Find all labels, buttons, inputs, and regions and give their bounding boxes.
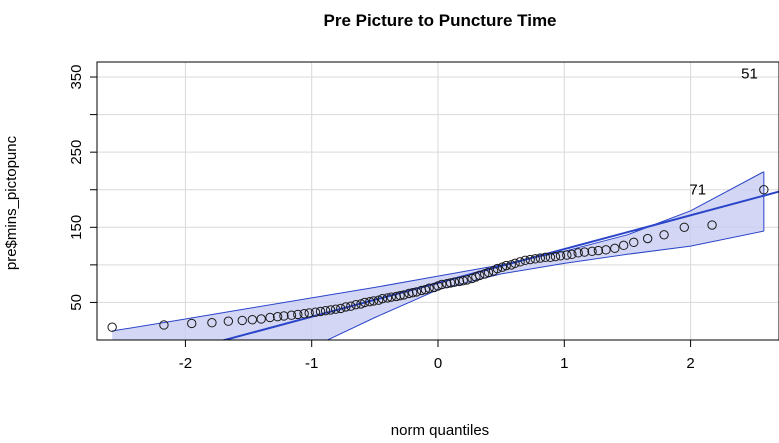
data-point	[618, 240, 629, 251]
data-point	[411, 287, 422, 297]
data-point	[293, 309, 303, 320]
confidence-band	[112, 171, 764, 340]
data-point	[320, 305, 331, 316]
data-point	[346, 301, 356, 311]
data-point	[391, 291, 402, 302]
data-point	[107, 322, 117, 332]
data-point	[550, 251, 561, 262]
data-point	[159, 320, 169, 330]
data-point	[365, 296, 375, 307]
data-point	[315, 306, 326, 317]
data-point	[279, 311, 289, 321]
x-axis-label: norm quantiles	[391, 422, 489, 439]
data-point	[368, 296, 379, 306]
data-point	[331, 304, 341, 314]
data-point	[520, 255, 530, 266]
data-point	[579, 247, 590, 257]
data-point	[567, 249, 577, 260]
data-point	[454, 276, 465, 287]
data-point	[530, 254, 540, 264]
grid-lines	[97, 62, 779, 340]
x-tick-label: -1	[305, 355, 318, 372]
data-point	[207, 318, 217, 328]
point-label: 71	[689, 182, 706, 199]
data-points	[107, 185, 769, 332]
data-point	[442, 278, 452, 289]
data-point	[629, 237, 639, 248]
data-point	[360, 297, 370, 308]
data-point	[299, 309, 309, 319]
data-point	[404, 288, 414, 299]
data-point	[223, 316, 234, 326]
data-point	[707, 220, 717, 230]
data-point	[458, 275, 468, 286]
y-tick-label: 150	[68, 215, 85, 240]
x-tick-label: -2	[179, 355, 192, 372]
data-point	[395, 290, 405, 301]
x-tick-label: 1	[560, 355, 568, 372]
y-tick-label: 350	[68, 65, 85, 90]
data-point	[377, 293, 388, 304]
data-point	[535, 253, 545, 263]
data-point	[351, 299, 361, 310]
data-point	[272, 312, 283, 322]
data-point	[759, 185, 769, 195]
data-point	[399, 290, 409, 300]
data-point	[449, 277, 460, 287]
data-point	[483, 267, 494, 278]
data-point	[445, 278, 456, 288]
data-point	[256, 314, 266, 324]
data-point	[510, 258, 520, 269]
data-point	[573, 248, 583, 258]
data-point	[562, 250, 572, 260]
data-point	[304, 308, 314, 318]
y-tick-label: 50	[68, 294, 85, 311]
data-point	[555, 251, 566, 261]
data-point	[474, 270, 485, 281]
x-tick-label: 0	[434, 355, 442, 372]
point-labels: 71 51	[689, 65, 757, 198]
data-point	[593, 245, 604, 256]
data-point	[265, 312, 275, 323]
data-point	[237, 315, 247, 326]
data-point	[386, 292, 396, 302]
data-point	[515, 257, 525, 267]
data-point	[679, 222, 689, 232]
data-point	[587, 246, 597, 257]
point-label: 51	[741, 65, 758, 82]
plot-frame	[96, 61, 779, 341]
data-point	[310, 307, 321, 317]
data-point	[408, 287, 418, 298]
data-point	[247, 315, 258, 325]
y-axis-label: pre$mins_pictopunc	[3, 135, 20, 270]
data-point	[336, 303, 346, 314]
data-point	[659, 230, 669, 240]
data-point	[525, 254, 535, 265]
data-point	[601, 245, 611, 255]
data-point	[540, 252, 551, 263]
data-point	[424, 283, 434, 293]
y-tick-label: 250	[68, 140, 85, 165]
x-tick-label: 2	[686, 355, 694, 372]
data-point	[187, 318, 197, 329]
data-point	[325, 305, 336, 315]
data-point	[642, 233, 653, 244]
data-point	[501, 260, 511, 271]
data-point	[492, 263, 503, 274]
chart-title: Pre Picture to Puncture Time	[323, 11, 556, 30]
data-point	[382, 293, 393, 303]
data-point	[341, 302, 351, 312]
data-point	[286, 310, 297, 320]
data-point	[545, 252, 556, 263]
data-point	[610, 243, 620, 254]
data-point	[462, 275, 472, 285]
data-point	[437, 279, 447, 290]
